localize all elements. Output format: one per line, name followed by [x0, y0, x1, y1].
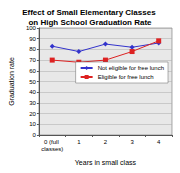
svg-text:10: 10: [29, 121, 36, 127]
svg-text:60: 60: [29, 68, 36, 74]
svg-text:classes): classes): [41, 146, 63, 152]
svg-text:Years in small class: Years in small class: [75, 159, 137, 166]
svg-text:70: 70: [29, 57, 36, 63]
svg-text:4: 4: [157, 139, 161, 145]
svg-text:50: 50: [29, 79, 36, 85]
svg-text:Not eligible for free lunch: Not eligible for free lunch: [98, 65, 164, 71]
svg-text:Effect of Small Elementary Cla: Effect of Small Elementary Classes: [22, 8, 158, 17]
svg-text:1: 1: [77, 139, 81, 145]
svg-text:Graduation rate: Graduation rate: [8, 57, 15, 106]
svg-text:3: 3: [130, 139, 134, 145]
svg-text:on High School Graduation Rate: on High School Graduation Rate: [28, 18, 152, 27]
svg-text:0 (full: 0 (full: [44, 139, 60, 145]
svg-text:90: 90: [29, 36, 36, 42]
svg-text:20: 20: [29, 111, 36, 117]
svg-text:40: 40: [29, 89, 36, 95]
svg-text:80: 80: [29, 46, 36, 52]
svg-text:30: 30: [29, 100, 36, 106]
svg-text:0: 0: [33, 132, 37, 138]
svg-text:100: 100: [25, 25, 36, 31]
svg-text:2: 2: [104, 139, 108, 145]
svg-text:Eligible for free lunch: Eligible for free lunch: [98, 74, 154, 80]
